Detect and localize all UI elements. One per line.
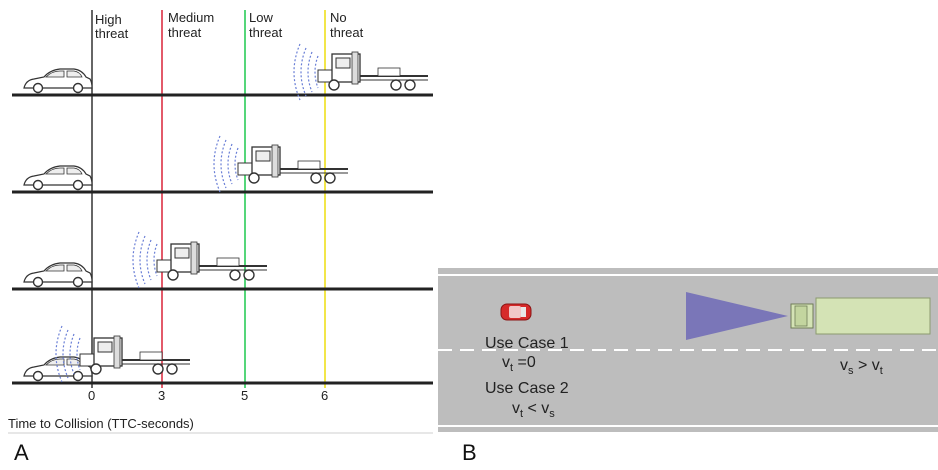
zone-medium-label-2: threat [168,25,202,40]
panel-a: High threat Medium threat Low threat No … [8,10,433,434]
panel-b: Use Case 1 vt =0 Use Case 2 vt < vs vs >… [438,268,938,432]
radar-waves-icon [213,135,239,193]
use-case-2-label: Use Case 2 [485,380,569,397]
radar-cone [686,292,788,340]
tick-label: 3 [158,388,165,403]
truck-icon [79,335,191,375]
radar-waves-icon [132,231,158,289]
car-icon [23,262,93,288]
tick-label: 5 [241,388,248,403]
car-icon [23,68,93,94]
tick-label: 0 [88,388,95,403]
zone-no-label-1: No [330,10,347,25]
zone-low-label-1: Low [249,10,273,25]
red-car-icon [500,303,532,321]
truck-top-icon [790,297,931,335]
zone-no-label-2: threat [330,25,364,40]
radar-waves-icon [293,43,319,101]
vt-less-than-vs: vt < vs [512,400,555,420]
truck-icon [237,144,349,184]
use-case-1-label: Use Case 1 [485,335,569,352]
tick-label: 6 [321,388,328,403]
vt-equals-zero: vt =0 [502,354,536,374]
panel-a-label: A [14,440,29,465]
zone-medium-label-1: Medium [168,10,214,25]
panel-b-label: B [462,440,477,465]
truck-icon [317,51,429,91]
zone-high-label-1: High [95,12,122,27]
vs-greater-than-vt: vs > vt [840,357,883,377]
axis-title: Time to Collision (TTC-seconds) [8,416,194,431]
truck-icon [156,241,268,281]
zone-high-label-2: threat [95,26,129,41]
zone-low-label-2: threat [249,25,283,40]
car-icon [23,165,93,191]
